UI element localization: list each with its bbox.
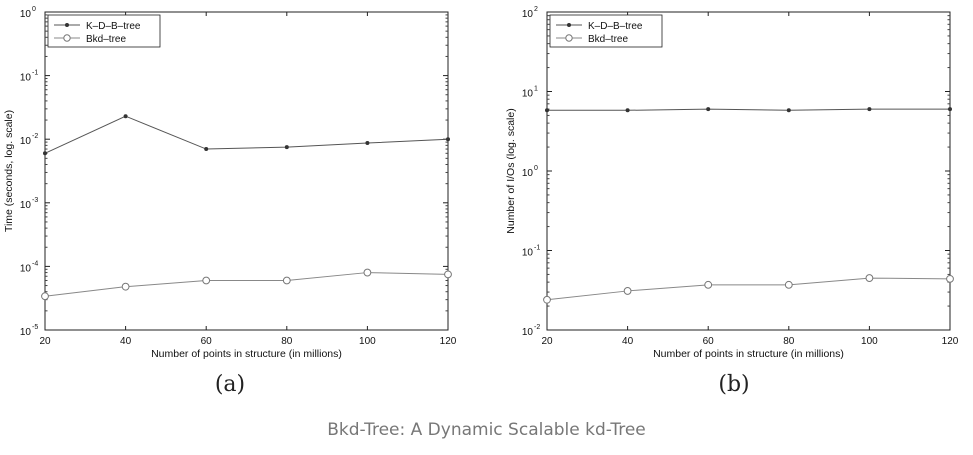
panel-b-x-tick-label: 20 — [541, 336, 553, 347]
panel-b-y-tick-exponent: 2 — [534, 6, 538, 13]
panel-b-series-line-kdb — [547, 108, 950, 111]
panel-a-legend-marker — [65, 23, 69, 27]
panel-b-point-kdb — [786, 108, 791, 113]
panel-a-point-bkd — [202, 276, 211, 285]
panel-a-y-tick-label: 10 — [20, 9, 32, 20]
figure-caption: Bkd-Tree: A Dynamic Scalable kd-Tree — [327, 420, 646, 440]
panel-b-x-tick-label: 100 — [861, 336, 878, 347]
panel-a-x-tick-label: 120 — [440, 336, 457, 347]
panel-a-y-tick-exponent: -3 — [32, 197, 38, 204]
panel-a-x-tick-label: 40 — [120, 336, 132, 347]
panel-b-y-tick-label: 10 — [522, 168, 534, 179]
panel-a-series-line-kdb — [44, 115, 449, 154]
panel-b-y-tick-label: 10 — [522, 9, 534, 20]
panel-a-y-tick-label: 10 — [20, 327, 32, 338]
panel-b-point-kdb — [625, 108, 630, 113]
panel-a-point-kdb — [284, 145, 289, 150]
panel-b-point-kdb — [948, 107, 952, 112]
panel-a-x-tick-label: 60 — [201, 336, 213, 347]
panel-a-y-tick-label: 10 — [20, 73, 32, 84]
panel-a-x-axis-label: Number of points in structure (in millio… — [151, 348, 342, 360]
panel-a-point-bkd — [282, 276, 291, 285]
panel-a-label: (a) — [214, 372, 246, 397]
panel-b-point-bkd — [704, 280, 713, 289]
panel-b-legend-label: Bkd–tree — [588, 34, 628, 45]
panel-a-x-tick-label: 100 — [359, 336, 376, 347]
panel-b-y-tick-label: 10 — [522, 327, 534, 338]
panel-b-point-bkd — [946, 274, 954, 283]
panel-a-y-tick-label: 10 — [20, 136, 32, 147]
panel-b-legend-label: K–D–B–tree — [588, 21, 643, 32]
panel-b-y-tick-exponent: 1 — [534, 86, 538, 93]
panel-b-legend-marker — [565, 34, 573, 42]
panel-b-x-tick-label: 40 — [622, 336, 634, 347]
panel-a-point-kdb — [446, 137, 450, 142]
panel-a-legend-label: K–D–B–tree — [86, 21, 141, 32]
panel-b-x-tick-label: 60 — [703, 336, 715, 347]
panel-a-point-kdb — [123, 114, 128, 119]
panel-b-legend-marker — [567, 23, 571, 27]
panel-b-y-tick-label: 10 — [522, 248, 534, 259]
panel-b-plot-frame — [546, 11, 951, 331]
panel-b-y-tick-label: 10 — [522, 89, 534, 100]
panel-b-y-axis-label: Number of I/Os (log. scale) — [505, 108, 517, 233]
panel-b-point-bkd — [784, 280, 793, 289]
panel-b-label: (b) — [718, 372, 750, 397]
panel-a-point-kdb — [43, 151, 47, 156]
panel-a-x-tick-label: 80 — [281, 336, 293, 347]
panel-b-x-tick-label: 120 — [942, 336, 959, 347]
panel-a-point-kdb — [365, 141, 370, 146]
panel-a-y-tick-label: 10 — [20, 200, 32, 211]
panel-a-point-bkd — [444, 270, 452, 279]
panel-a-y-tick-exponent: -5 — [32, 324, 38, 331]
panel-b-x-axis-label: Number of points in structure (in millio… — [653, 348, 844, 360]
panel-a-legend-marker — [63, 34, 71, 42]
panel-a-point-kdb — [204, 147, 209, 152]
panel-b-x-tick-label: 80 — [783, 336, 795, 347]
panel-b-series-line-bkd — [546, 277, 951, 301]
panel-b-y-tick-exponent: -2 — [534, 324, 540, 331]
panel-b-y-tick-exponent: -1 — [534, 245, 540, 252]
panel-b-point-bkd — [543, 295, 551, 304]
panel-b-point-kdb — [706, 107, 711, 112]
panel-a-series-line-bkd — [44, 272, 449, 297]
panel-a-y-tick-exponent: -4 — [32, 260, 38, 267]
panel-a-y-tick-exponent: 0 — [32, 6, 36, 13]
panel-a-plot-frame — [44, 11, 449, 331]
panel-a-point-bkd — [41, 292, 49, 301]
panel-b-y-tick-exponent: 0 — [534, 165, 538, 172]
panel-b-point-kdb — [867, 107, 872, 112]
panel-a-x-tick-label: 20 — [39, 336, 51, 347]
panel-a-point-bkd — [363, 268, 372, 277]
panel-a-y-axis-label: Time (seconds, log. scale) — [3, 110, 15, 232]
panel-a-y-tick-label: 10 — [20, 263, 32, 274]
panel-a-y-tick-exponent: -2 — [32, 133, 38, 140]
panel-a-legend-label: Bkd–tree — [86, 34, 126, 45]
panel-b-point-kdb — [545, 108, 549, 113]
panel-a-y-tick-exponent: -1 — [32, 70, 38, 77]
panel-b-point-bkd — [623, 287, 632, 295]
panel-a-point-bkd — [121, 282, 130, 291]
panel-b-point-bkd — [865, 274, 874, 282]
